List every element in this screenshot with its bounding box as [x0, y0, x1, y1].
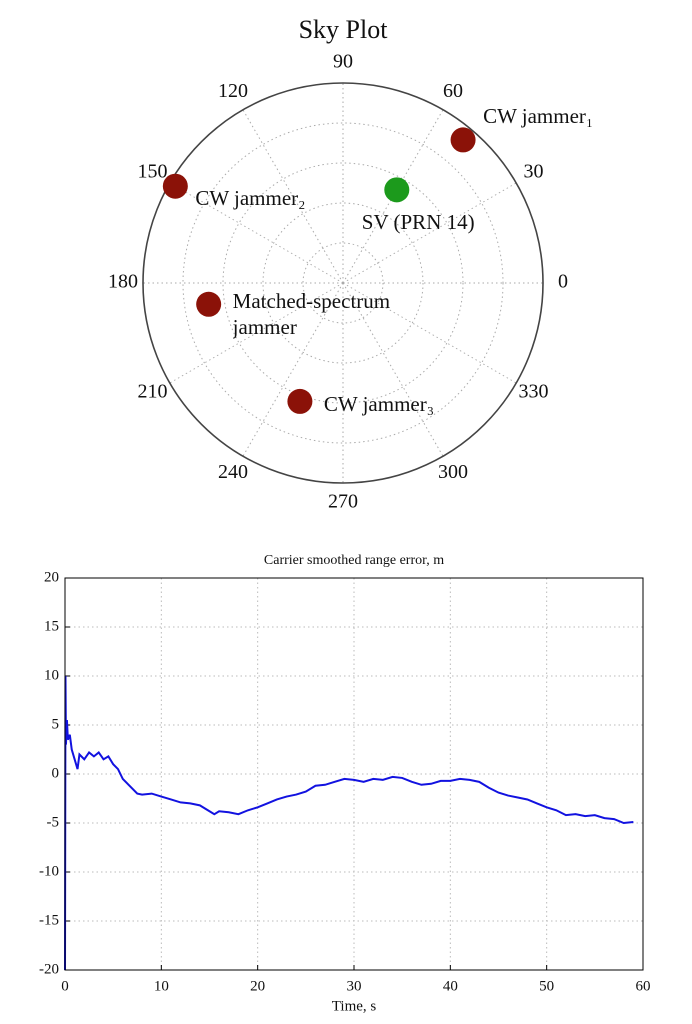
x-tick-label: 40: [443, 978, 458, 994]
y-tick-label: -20: [39, 961, 59, 977]
angle-tick-label: 150: [137, 161, 167, 183]
angle-tick-label: 210: [137, 381, 167, 403]
angular-grid-line: [169, 282, 344, 384]
chart-title: Sky Plot: [299, 15, 389, 44]
point-label-box: CW jammer₃: [323, 392, 435, 417]
x-axis-label: Time, s: [332, 998, 377, 1014]
y-tick-label: 10: [44, 667, 59, 683]
x-tick-label: 50: [539, 978, 554, 994]
angular-grid-line: [342, 182, 517, 284]
x-tick-label: 60: [636, 978, 651, 994]
y-tick-label: 20: [44, 569, 59, 585]
point-label: SV (PRN 14): [361, 209, 475, 234]
radial-grid-ring: [222, 162, 464, 404]
point-label: CW jammer₂: [195, 186, 306, 211]
angular-grid-line: [342, 282, 444, 457]
point-label-box: Matched-spectrum jammer: [232, 289, 391, 340]
angle-tick-label: 300: [438, 461, 468, 483]
angle-tick-label: 180: [108, 271, 138, 293]
point-label-box: SV (PRN 14): [361, 209, 475, 234]
radial-grid-ring: [262, 202, 424, 364]
x-tick-label: 30: [347, 978, 362, 994]
point: [384, 177, 410, 203]
radial-grid-ring: [182, 122, 504, 444]
angular-grid-line: [242, 282, 344, 457]
angle-tick-label: 0: [558, 271, 568, 293]
point: [450, 127, 476, 153]
point-label: CW jammer₃: [323, 392, 435, 417]
x-tick-label: 10: [154, 978, 169, 994]
chart-title: Carrier smoothed range error, m: [264, 553, 444, 568]
y-tick-label: -10: [39, 863, 59, 879]
x-tick-label: 20: [250, 978, 265, 994]
y-tick-label: 0: [52, 765, 60, 781]
y-tick-label: 5: [52, 716, 60, 732]
point: [162, 173, 188, 199]
radial-grid-ring: [302, 242, 384, 324]
x-tick-label: 0: [61, 978, 69, 994]
y-tick-label: 15: [44, 618, 59, 634]
point: [287, 388, 313, 414]
point-label-box: CW jammer₂: [195, 186, 306, 211]
angle-tick-label: 30: [524, 161, 544, 183]
point-label-box: CW jammer₁: [483, 103, 594, 128]
y-tick-label: -15: [39, 912, 59, 928]
angular-grid-line: [342, 282, 517, 384]
angle-tick-label: 60: [443, 80, 463, 102]
point-label: CW jammer₁: [483, 103, 594, 128]
angle-tick-label: 270: [328, 491, 358, 513]
data-line: [64, 675, 634, 971]
outer-circle: [142, 82, 544, 484]
y-tick-label: -5: [47, 814, 60, 830]
angle-tick-label: 240: [218, 461, 248, 483]
point-label: Matched-spectrum jammer: [232, 289, 391, 340]
point: [196, 291, 222, 317]
angular-grid-line: [242, 109, 344, 284]
plot-frame: [64, 577, 644, 971]
angle-tick-label: 120: [218, 80, 248, 102]
angle-tick-label: 330: [519, 381, 549, 403]
angular-grid-line: [169, 182, 344, 284]
angle-tick-label: 90: [333, 51, 353, 73]
